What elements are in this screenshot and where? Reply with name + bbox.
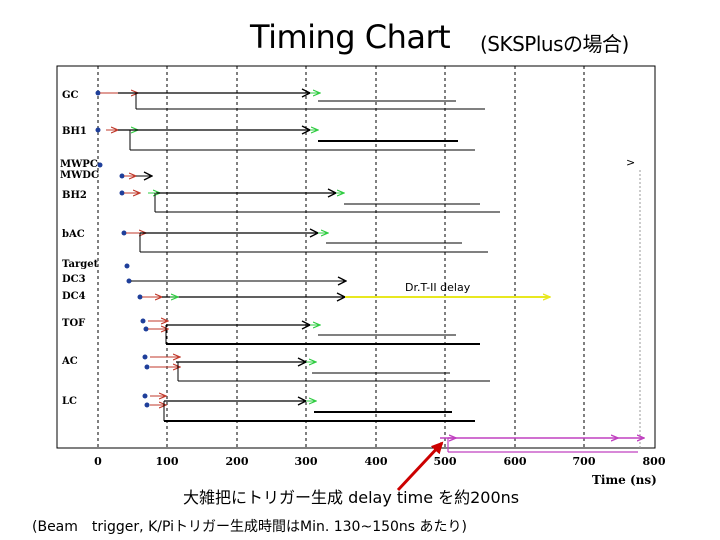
row-trigger — [440, 438, 644, 453]
callout-arrow — [396, 441, 444, 492]
page-subtitle: (SKSPlusの場合) — [480, 32, 629, 56]
row-tof — [140, 319, 480, 345]
detector-label: TOF — [62, 318, 85, 329]
page-title: Timing Chart — [250, 18, 451, 56]
x-tick-label: 200 — [226, 455, 249, 468]
chart-frame — [56, 65, 656, 449]
detector-label: LC — [62, 396, 77, 407]
row-bh1 — [95, 128, 475, 151]
detector-label: BH2 — [62, 190, 87, 201]
row-lc — [142, 394, 475, 422]
x-tick-label: 100 — [156, 455, 179, 468]
gate-marker: > — [626, 156, 635, 169]
row-bac — [121, 231, 488, 253]
detector-label: GC — [62, 90, 79, 101]
x-tick-label: 600 — [504, 455, 527, 468]
x-axis-label: Time (ns) — [592, 473, 657, 487]
x-tick-label: 300 — [295, 455, 318, 468]
x-tick-label: 0 — [94, 455, 102, 468]
detector-label: DC3 — [62, 274, 86, 285]
row-target-dc: Dr.T-II delay — [124, 263, 551, 300]
row-mwpc: > — [97, 156, 635, 179]
detector-label: bAC — [62, 229, 85, 240]
detector-label: DC4 — [62, 291, 86, 302]
row-bh2 — [119, 191, 500, 213]
x-tick-label: 500 — [434, 455, 457, 468]
x-tick-label: 400 — [365, 455, 388, 468]
caption-note: (Beam trigger, K/Piトリガー生成時間はMin. 130~150… — [32, 519, 467, 535]
x-tick-label: 800 — [643, 455, 666, 468]
x-tick-label: 700 — [573, 455, 596, 468]
row-ac — [142, 355, 490, 382]
detector-label: BH1 — [62, 126, 87, 137]
delay-annotation: Dr.T-II delay — [405, 281, 471, 294]
row-gc — [95, 91, 485, 110]
detector-label: AC — [61, 356, 78, 367]
gridlines — [97, 66, 585, 448]
detector-label: MWPC — [60, 159, 98, 170]
detector-label: Target — [62, 259, 99, 270]
caption-main: 大雑把にトリガー生成 delay time を約200ns — [183, 488, 520, 507]
detector-label: MWDC — [60, 170, 99, 181]
